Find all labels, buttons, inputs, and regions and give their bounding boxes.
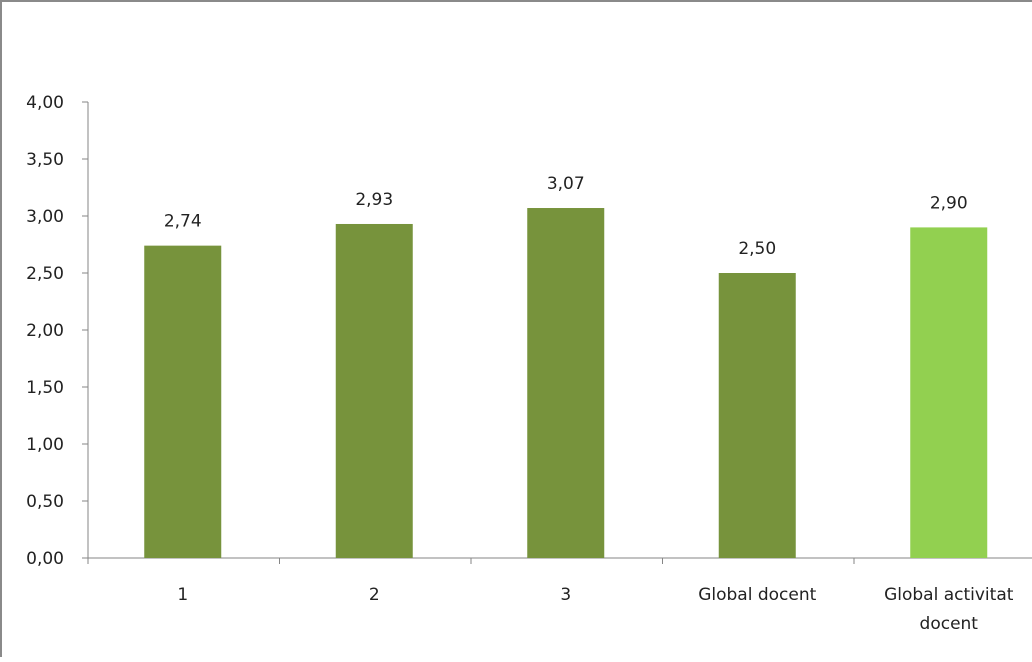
x-category-label-line: docent [920,614,979,634]
bar [144,245,222,558]
bar [910,227,988,558]
data-label: 3,07 [547,174,585,194]
bars [144,208,988,559]
x-category-label-line: 1 [177,585,188,605]
x-category-label-line: Global docent [698,585,816,605]
bar [718,273,796,558]
x-category-label: 2 [369,585,380,605]
x-category-label-line: Global activitat [884,585,1014,605]
x-axis: 1 2 3 Global docent Global activitat docent [87,557,1032,634]
x-category-label: 1 [177,585,188,605]
data-labels: 2,74 2,93 3,07 2,50 2,90 [164,174,968,259]
x-category-label-line: 2 [369,585,380,605]
bar [335,223,413,559]
y-tick-label: 0,00 [26,549,64,569]
data-label: 2,74 [164,212,202,232]
x-category-label: Global activitat docent [884,585,1014,634]
data-label: 2,90 [930,193,968,213]
x-category-label: 3 [560,585,571,605]
y-tick-label: 2,50 [26,264,64,284]
y-tick-label: 1,50 [26,378,64,398]
bar [527,208,605,558]
x-category-label: Global docent [698,585,816,605]
y-tick-label: 3,50 [26,150,64,170]
y-tick-label: 4,00 [26,93,64,113]
data-label: 2,50 [738,239,776,259]
y-tick-label: 1,00 [26,435,64,455]
y-axis: 0,00 0,50 1,00 1,50 2,00 2,50 3,00 3,50 4,00 [26,93,89,569]
y-tick-label: 3,00 [26,207,64,227]
x-category-label-line: 3 [560,585,571,605]
data-label: 2,93 [355,190,393,210]
y-tick-label: 0,50 [26,492,64,512]
y-tick-label: 2,00 [26,321,64,341]
